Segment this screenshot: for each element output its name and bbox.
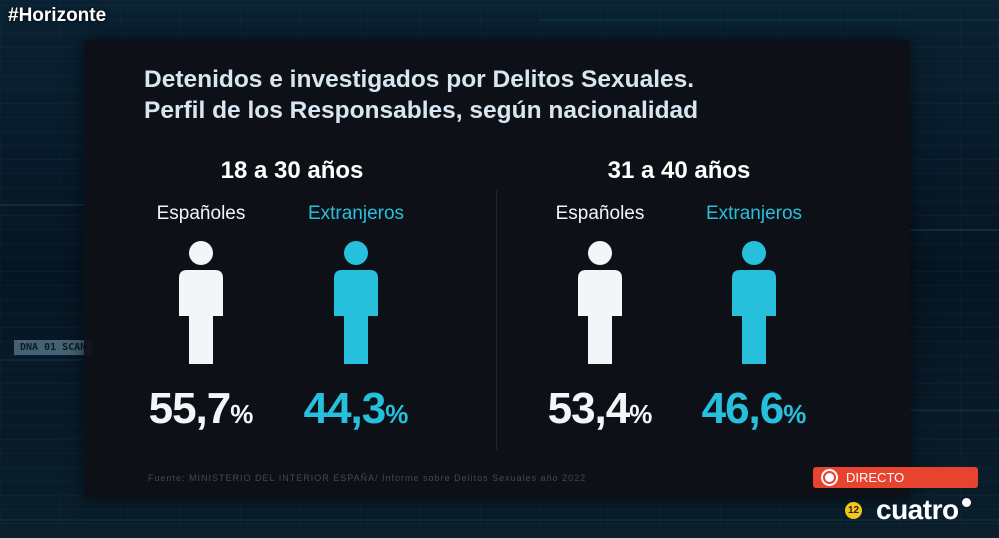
label-spanish-18-30: Españoles <box>156 203 246 224</box>
percent-value: 44,3 <box>303 384 387 433</box>
title-line-2: Perfil de los Responsables, según nacion… <box>144 97 699 124</box>
person-icon <box>179 241 223 364</box>
percent-unit: % <box>783 399 807 429</box>
live-badge: DIRECTO <box>813 467 978 488</box>
person-icon <box>732 241 776 364</box>
person-icon <box>334 241 378 364</box>
channel-dot-icon <box>961 497 971 507</box>
age-rating-badge: 12 <box>845 501 862 519</box>
percent-value: 55,7 <box>148 384 232 433</box>
percent-spanish-31-40: 53,4% <box>530 384 670 434</box>
source-note: Fuente: MINISTERIO DEL INTERIOR ESPAÑA/ … <box>148 473 587 483</box>
percent-unit: % <box>230 399 254 429</box>
overlay-tag: DNA 01 SCAN <box>14 340 93 355</box>
percent-foreign-18-30: 44,3% <box>286 384 426 434</box>
percent-foreign-31-40: 46,6% <box>684 384 824 434</box>
percent-unit: % <box>629 399 653 429</box>
percent-value: 53,4 <box>547 384 631 433</box>
group-title-18-30: 18 a 30 años <box>220 157 364 184</box>
percent-value: 46,6 <box>701 384 785 433</box>
person-icon <box>578 241 622 364</box>
channel-name: cuatro <box>876 494 959 525</box>
group-divider <box>496 190 497 450</box>
live-label: DIRECTO <box>846 470 905 485</box>
live-dot-icon <box>823 471 836 484</box>
title-line-1: Detenidos e investigados por Delitos Sex… <box>144 66 695 93</box>
infographic-title: Detenidos e investigados por Delitos Sex… <box>144 64 698 126</box>
percent-unit: % <box>385 399 409 429</box>
program-hashtag: #Horizonte <box>8 5 107 26</box>
label-foreign-31-40: Extranjeros <box>705 203 803 224</box>
channel-logo: 12 cuatro <box>845 494 971 526</box>
infographic-panel: Detenidos e investigados por Delitos Sex… <box>84 40 910 498</box>
group-title-31-40: 31 a 40 años <box>607 157 751 184</box>
label-foreign-18-30: Extranjeros <box>307 203 405 224</box>
percent-spanish-18-30: 55,7% <box>131 384 271 434</box>
label-spanish-31-40: Españoles <box>555 203 645 224</box>
